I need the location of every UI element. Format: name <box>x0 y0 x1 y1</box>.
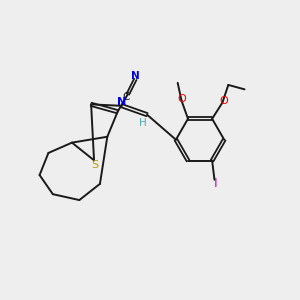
Text: H: H <box>139 118 146 128</box>
Text: C: C <box>123 92 130 102</box>
Text: O: O <box>177 94 186 104</box>
Text: N: N <box>117 97 127 107</box>
Text: O: O <box>220 96 229 106</box>
Text: S: S <box>92 160 98 170</box>
Text: N: N <box>131 71 140 81</box>
Text: I: I <box>214 177 217 190</box>
